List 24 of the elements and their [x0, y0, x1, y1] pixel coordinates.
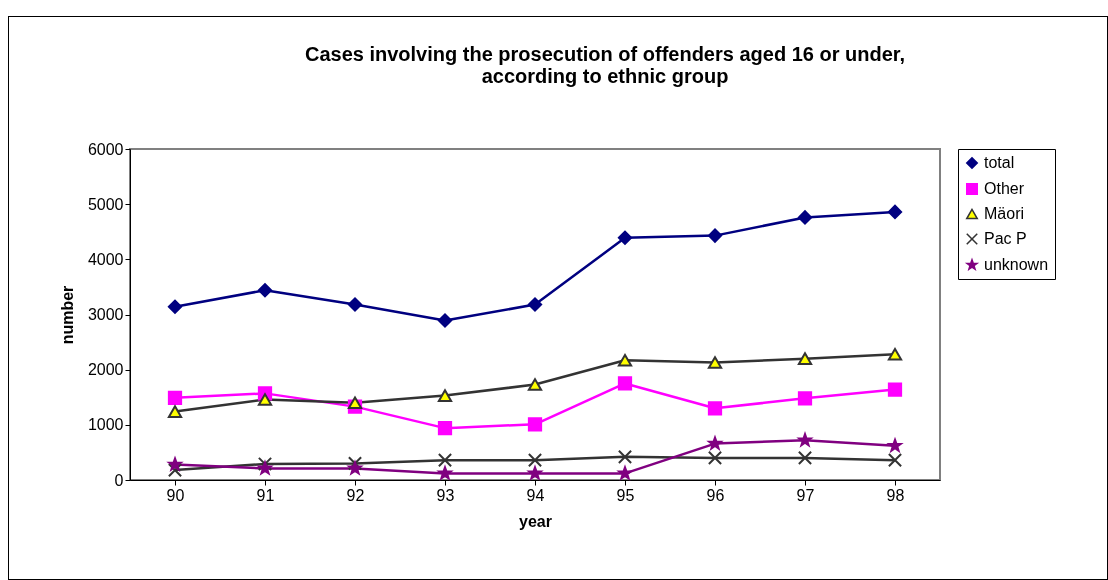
- y-tick-label: 3000: [87, 306, 124, 323]
- x-tick-label: 91: [256, 486, 275, 504]
- y-tick-label: 5000: [87, 195, 124, 213]
- x-tick-label: 92: [346, 486, 365, 504]
- legend-label: unknown: [984, 256, 1049, 273]
- x-tick-label: 90: [166, 486, 185, 504]
- x-tick-label: 93: [436, 486, 455, 504]
- x-tick-label: 96: [706, 486, 725, 504]
- legend-label: Mäori: [984, 205, 1025, 222]
- y-tick-label: 4000: [87, 250, 124, 268]
- y-tick-label: 2000: [87, 361, 124, 379]
- y-axis-title: number: [58, 285, 76, 345]
- x-tick-label: 98: [886, 486, 905, 504]
- y-tick-label: 1000: [87, 416, 124, 434]
- legend-label: Pac P: [984, 230, 1027, 247]
- x-tick-label: 94: [526, 486, 545, 504]
- y-tick-label: 0: [114, 471, 124, 489]
- y-tick-label: 6000: [87, 140, 124, 158]
- x-axis-title: year: [519, 512, 552, 530]
- x-tick-label: 95: [616, 486, 635, 504]
- chart-title: Cases involving the prosecution of offenders aged 16 or under, according to ethnic group: [304, 43, 906, 87]
- legend-label: total: [984, 154, 1015, 171]
- legend-label: Other: [984, 180, 1025, 197]
- x-tick-label: 97: [796, 486, 815, 504]
